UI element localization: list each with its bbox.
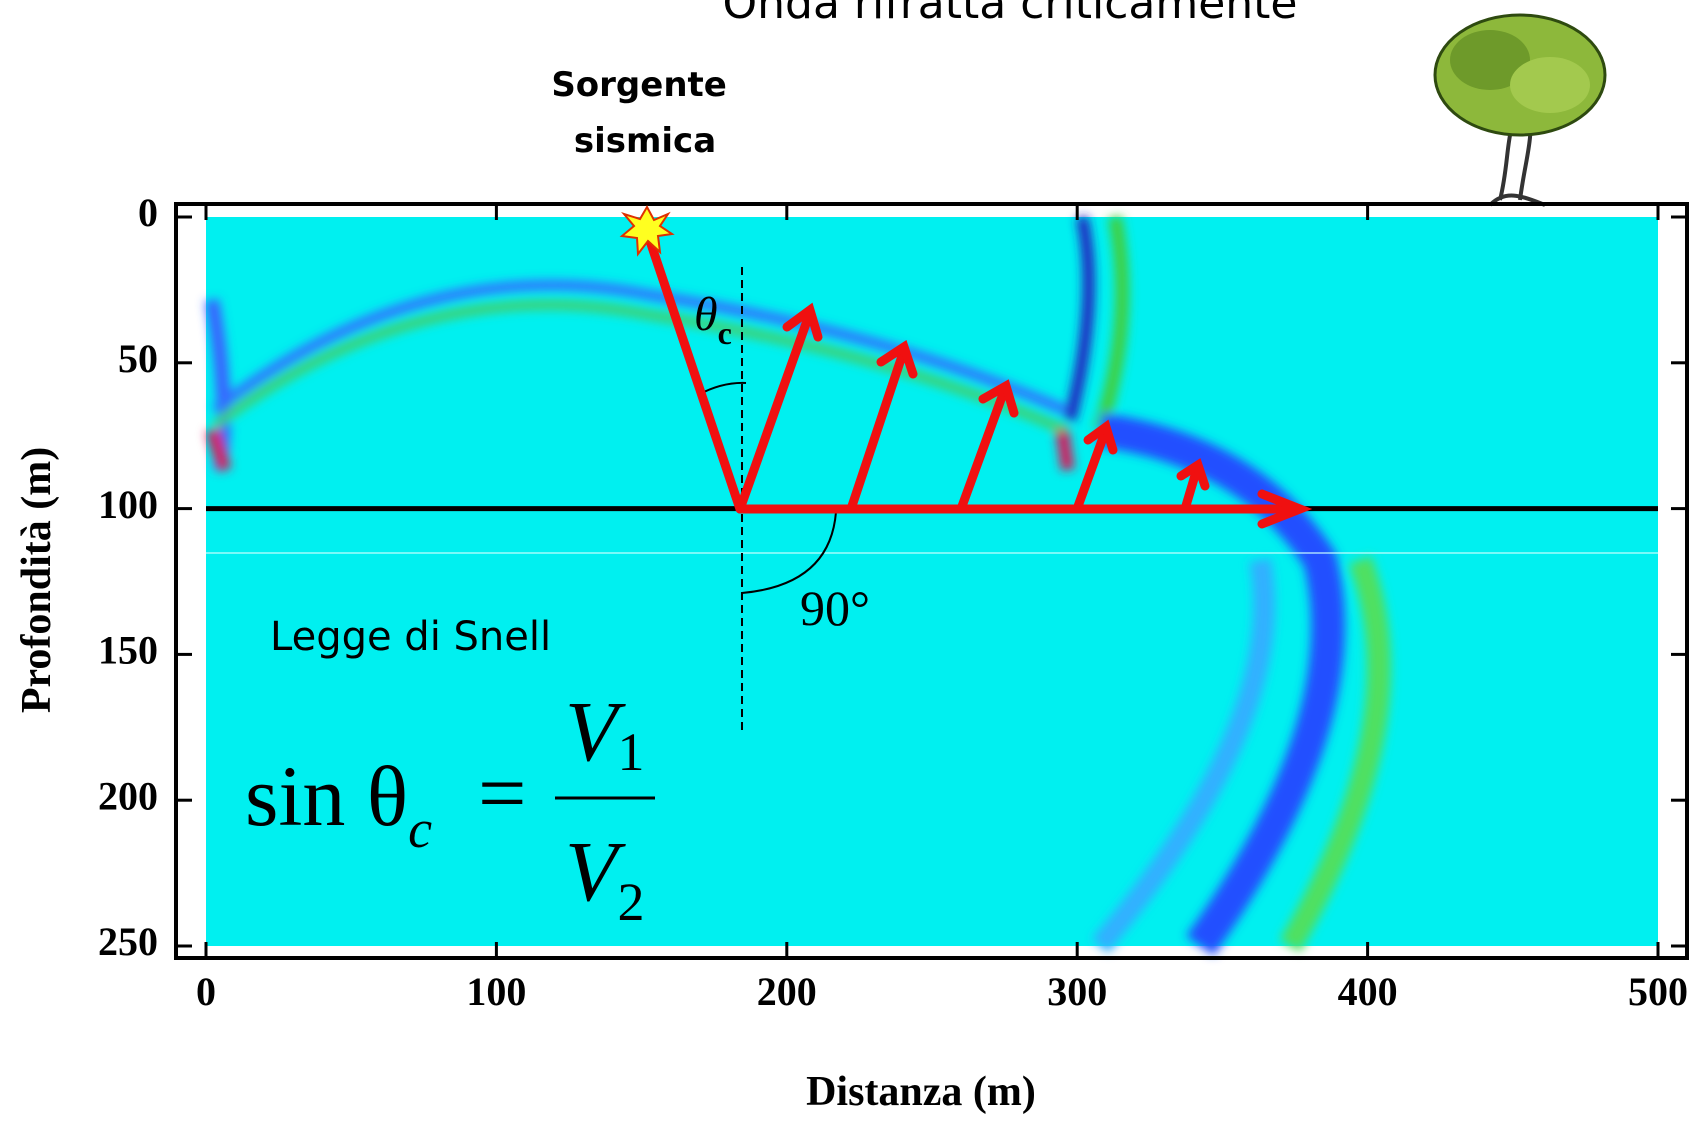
formula-lhs: sin θc xyxy=(245,748,432,859)
formula-eq: = xyxy=(478,745,527,841)
y-tick-label: 100 xyxy=(98,482,158,527)
x-axis-label: Distanza (m) xyxy=(806,1069,1036,1115)
angle-label: 90° xyxy=(800,580,870,636)
ray-arrows xyxy=(642,227,1313,529)
tree-icon xyxy=(1433,13,1607,207)
y-axis-label: Profondità (m) xyxy=(14,447,60,713)
y-tick-label: 200 xyxy=(98,773,158,818)
y-tick-label: 0 xyxy=(138,190,158,235)
source-label-line: Sorgente xyxy=(551,65,727,105)
formula-sub: c xyxy=(408,799,432,859)
x-tick-label: 300 xyxy=(1047,969,1107,1014)
formula-num: V1 xyxy=(565,683,645,782)
y-tick-label: 50 xyxy=(118,336,158,381)
law-label: Legge di Snell xyxy=(270,614,551,660)
source-label-line: sismica xyxy=(574,121,716,161)
y-tick-label: 250 xyxy=(98,919,158,964)
formula-den-sub: 2 xyxy=(618,872,645,932)
x-tick-label: 100 xyxy=(466,969,526,1014)
y-tick-label: 150 xyxy=(98,628,158,673)
snell-formula: sin θc = V1 V2 xyxy=(245,683,655,932)
theta-sub: c xyxy=(718,315,732,351)
plot-frame xyxy=(174,202,1689,960)
theta-label: θc xyxy=(694,288,732,351)
x-tick-label: 200 xyxy=(757,969,817,1014)
source-label: Sorgente sismica xyxy=(551,65,738,161)
formula-den: V2 xyxy=(565,823,645,932)
x-tick-label: 400 xyxy=(1338,969,1398,1014)
x-tick-label: 500 xyxy=(1628,969,1688,1014)
x-tick-label: 0 xyxy=(196,969,216,1014)
wavefield-image xyxy=(205,215,1658,956)
formula-v: V xyxy=(565,683,626,779)
formula-v: V xyxy=(565,823,626,919)
formula-num-sub: 1 xyxy=(618,722,645,782)
theta-symbol: θ xyxy=(694,288,718,341)
slide-title: Onda rifratta criticamente xyxy=(723,0,1298,29)
formula-sin: sin θ xyxy=(245,748,408,844)
source-star xyxy=(619,204,675,257)
